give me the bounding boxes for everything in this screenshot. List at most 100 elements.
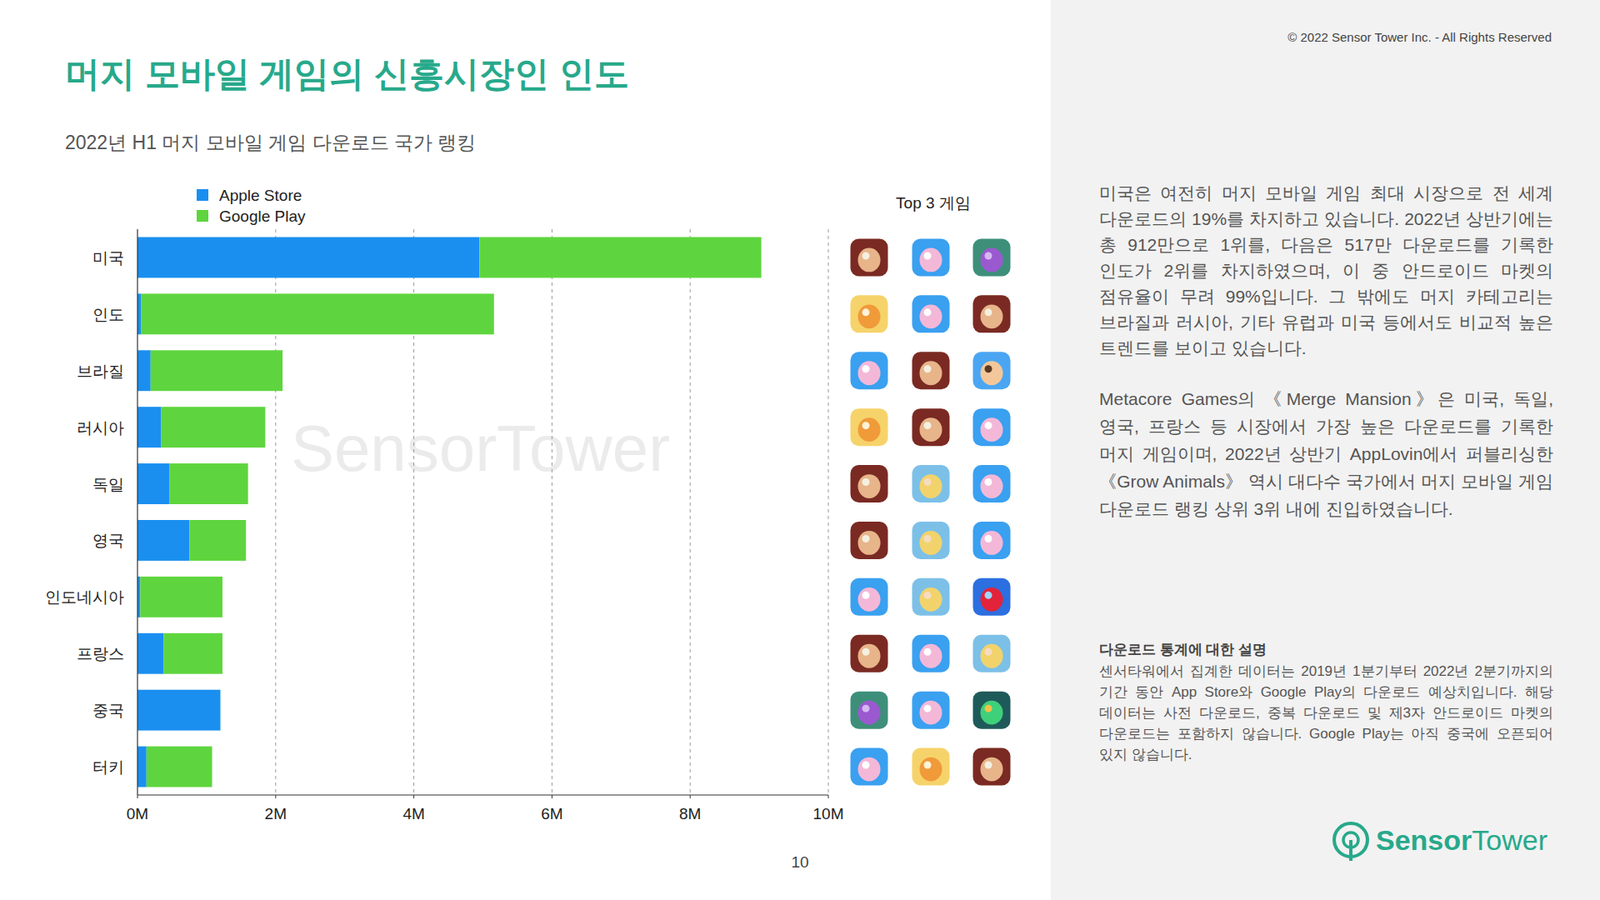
icon-bg (973, 521, 1011, 560)
game-icon (973, 578, 1011, 616)
category-label: 독일 (92, 475, 125, 494)
icon-shape (858, 417, 881, 442)
icon-bg (912, 748, 950, 786)
game-icon (973, 691, 1011, 730)
logo-stem (1349, 840, 1353, 861)
icon-bg (973, 351, 1011, 390)
legend-label: Apple Store (219, 186, 302, 205)
icon-detail (924, 421, 932, 430)
icon-shape (980, 248, 1004, 273)
icon-shape (980, 757, 1004, 782)
icon-shape (858, 474, 881, 499)
title: 머지 모바일 게임의 신흥시장인 인도 (65, 54, 630, 94)
icon-bg (912, 351, 950, 390)
bar (150, 350, 283, 391)
icon-shape (980, 417, 1004, 442)
icon-detail (924, 535, 932, 543)
category-label: 중국 (92, 701, 125, 720)
icon-bg (850, 465, 889, 503)
category-label: 브라질 (76, 362, 125, 380)
game-icon (973, 408, 1011, 446)
icon-bg (850, 238, 889, 276)
game-icon (912, 295, 950, 333)
legend-swatch (196, 189, 209, 201)
game-icon (850, 521, 889, 560)
bar (137, 520, 190, 561)
tick-label: 2M (265, 805, 287, 823)
icon-shape (858, 304, 881, 329)
icon-shape (858, 587, 881, 612)
logo: SensorTower (1325, 812, 1593, 871)
icon-detail (924, 705, 932, 713)
bar (137, 633, 165, 675)
note-title: 다운로드 통계에 대한 설명 (1099, 640, 1267, 660)
icon-shape (920, 248, 943, 273)
icon-bg (912, 578, 950, 616)
icon-bg (912, 295, 950, 333)
icon-bg (850, 691, 889, 730)
bar (137, 293, 141, 335)
icon-bg (973, 578, 1011, 616)
icon-detail (862, 365, 870, 373)
game-icon (912, 408, 950, 446)
icon-bg (850, 351, 889, 390)
side-panel: © 2022 Sensor Tower Inc. - All Rights Re… (1050, 0, 1600, 900)
icon-bg (973, 691, 1011, 730)
icon-shape (920, 474, 943, 499)
legend-label: Google Play (219, 207, 306, 225)
icon-bg (912, 635, 950, 673)
icon-shape (980, 304, 1004, 329)
icon-detail (985, 421, 993, 430)
icon-detail (862, 761, 870, 770)
icon-shape (858, 757, 881, 782)
icon-shape (980, 644, 1004, 669)
bar (140, 576, 223, 618)
icon-shape (980, 530, 1004, 555)
bar (479, 237, 761, 279)
bar (137, 406, 161, 448)
icon-bg (850, 578, 889, 616)
game-icon (973, 748, 1011, 786)
icon-shape (858, 360, 881, 385)
bar (137, 746, 147, 788)
page-number: 10 (790, 853, 809, 871)
icon-bg (850, 748, 889, 786)
tick-label: 0M (126, 805, 149, 823)
logo-text: SensorTower (1375, 824, 1548, 856)
icon-detail (862, 535, 870, 543)
top3-label: Top 3 게임 (895, 194, 971, 212)
game-icon (912, 635, 950, 673)
icon-bg (973, 635, 1011, 673)
icon-detail (985, 478, 993, 486)
game-icon (850, 635, 889, 673)
icon-detail (924, 365, 932, 373)
icon-shape (858, 530, 881, 555)
icon-detail (985, 308, 993, 316)
icon-shape (920, 757, 943, 782)
tick-label: 6M (540, 805, 563, 823)
icon-detail (862, 648, 870, 656)
bar (137, 690, 220, 731)
icon-bg (850, 635, 889, 673)
grid-line (690, 229, 691, 795)
game-icon (973, 635, 1011, 673)
icon-shape (920, 644, 943, 669)
paragraph: 미국은 여전히 머지 모바일 게임 최대 시장으로 전 세계 다운로드의 19%… (1099, 180, 1554, 361)
icon-detail (862, 478, 870, 486)
y-axis (136, 229, 138, 795)
logo-word: Tower (1471, 824, 1548, 856)
icon-shape (858, 644, 881, 669)
bar (164, 633, 223, 675)
copyright: © 2022 Sensor Tower Inc. - All Rights Re… (1287, 30, 1552, 45)
icon-shape (920, 304, 943, 329)
game-icon (850, 578, 889, 616)
legend-swatch (196, 210, 209, 222)
note-text: 센서타워에서 집계한 데이터는 2019년 1분기부터 2022년 2분기까지의… (1099, 660, 1554, 765)
icon-bg (912, 465, 950, 503)
x-axis (137, 794, 829, 795)
game-icon (850, 295, 889, 333)
icon-detail (985, 648, 993, 656)
icon-bg (973, 295, 1011, 333)
game-icon (850, 408, 889, 446)
icon-detail (985, 535, 993, 543)
